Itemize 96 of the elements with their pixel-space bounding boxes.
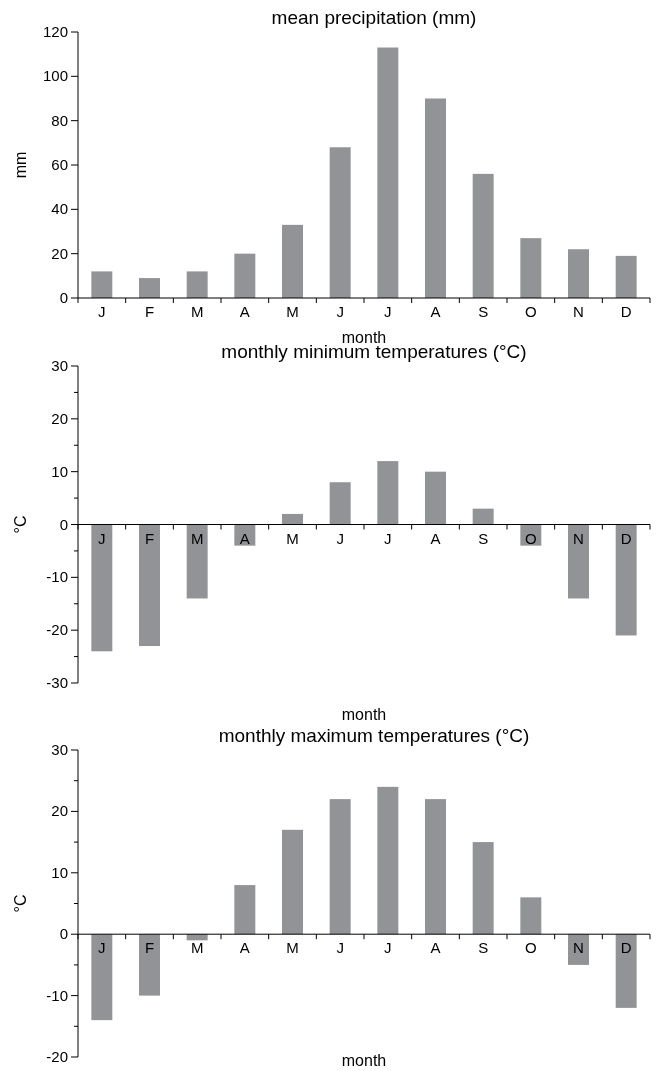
bar	[615, 524, 637, 636]
y-tick-label: 40	[51, 200, 68, 218]
x-tick-label: O	[525, 529, 537, 547]
y-tick-label: 30	[51, 357, 68, 374]
x-tick-label: M	[286, 939, 299, 957]
x-tick-label: J	[336, 939, 344, 957]
x-tick-label: M	[190, 529, 204, 547]
x-tick-label: M	[190, 939, 204, 957]
x-tick-label: M	[286, 303, 299, 320]
y-tick-label: 120	[42, 23, 68, 40]
bar	[425, 471, 446, 525]
x-tick-label: J	[384, 303, 392, 320]
x-tick-label: S	[478, 303, 489, 320]
y-tick-label: 0	[59, 515, 68, 533]
y-tick-label: 0	[59, 925, 68, 943]
bar	[139, 934, 160, 996]
y-tick-label: 10	[51, 462, 68, 480]
y-axis-title: °C	[12, 894, 29, 913]
x-tick-label: F	[144, 303, 155, 320]
x-tick-label: D	[620, 303, 632, 320]
x-axis-title: month	[341, 706, 387, 723]
x-tick-label: A	[239, 939, 250, 957]
bar	[186, 271, 208, 298]
x-tick-label: A	[430, 303, 441, 320]
y-tick-label: -30	[46, 674, 68, 691]
bar	[615, 934, 637, 1008]
y-tick-label: 30	[51, 741, 68, 758]
bar	[377, 786, 399, 935]
bar	[329, 482, 351, 525]
x-tick-label: A	[430, 529, 441, 547]
y-tick-label: 0	[59, 289, 68, 306]
chart-title: monthly maximum temperatures (°C)	[218, 725, 530, 746]
x-tick-label: M	[286, 529, 299, 547]
x-tick-label: J	[98, 529, 106, 547]
bar	[186, 524, 208, 599]
bar	[282, 224, 303, 298]
x-tick-label: J	[384, 939, 392, 957]
x-tick-label: J	[336, 529, 344, 547]
bar	[282, 513, 303, 525]
x-tick-label: A	[430, 939, 441, 957]
bar	[520, 897, 542, 935]
y-tick-label: 20	[51, 409, 68, 427]
x-tick-label: N	[573, 303, 584, 320]
x-tick-label: S	[478, 939, 489, 957]
bar	[377, 461, 399, 525]
bar	[91, 524, 113, 652]
x-axis-title: month	[341, 329, 387, 346]
bar	[282, 829, 303, 935]
y-tick-label: 10	[51, 863, 68, 881]
y-tick-label: -20	[46, 621, 68, 639]
bar	[425, 98, 446, 298]
x-tick-label: D	[620, 529, 632, 547]
bar	[520, 238, 542, 298]
y-tick-label: -10	[46, 986, 68, 1004]
x-axis-title: month	[341, 1052, 387, 1069]
bar	[615, 255, 637, 298]
x-tick-label: S	[478, 529, 489, 547]
y-tick-label: -20	[46, 1048, 68, 1065]
x-tick-label: D	[620, 939, 632, 957]
x-tick-label: J	[98, 939, 106, 957]
bar	[472, 508, 494, 525]
bar	[139, 524, 160, 647]
y-tick-label: 100	[42, 67, 68, 85]
bar	[377, 47, 399, 298]
y-tick-label: -10	[46, 568, 68, 586]
y-tick-label: 20	[51, 244, 68, 262]
x-tick-label: N	[573, 939, 584, 957]
y-tick-label: 60	[51, 156, 68, 173]
x-tick-label: J	[384, 529, 392, 547]
x-tick-label: O	[525, 303, 537, 320]
x-tick-label: F	[144, 529, 155, 547]
bar	[329, 147, 351, 298]
x-tick-label: J	[336, 303, 344, 320]
x-tick-label: J	[98, 303, 106, 320]
bar	[234, 253, 256, 298]
bar	[91, 934, 113, 1021]
bar	[329, 799, 351, 935]
x-tick-label: A	[239, 529, 250, 547]
y-axis-title: mm	[12, 151, 29, 179]
x-tick-label: M	[190, 303, 204, 320]
bar	[568, 249, 589, 298]
bar	[139, 278, 160, 298]
x-tick-label: N	[573, 529, 584, 547]
x-tick-label: F	[144, 939, 155, 957]
bar	[472, 173, 494, 298]
x-tick-label: O	[525, 939, 537, 957]
y-axis-title: °C	[12, 515, 29, 534]
y-tick-label: 80	[51, 111, 68, 129]
bar	[472, 842, 494, 935]
bar	[425, 799, 446, 935]
bar	[234, 885, 256, 935]
y-tick-label: 20	[51, 802, 68, 820]
chart-title: mean precipitation (mm)	[271, 7, 477, 28]
x-tick-label: A	[239, 303, 250, 320]
bar	[568, 524, 589, 599]
bar	[91, 271, 113, 298]
